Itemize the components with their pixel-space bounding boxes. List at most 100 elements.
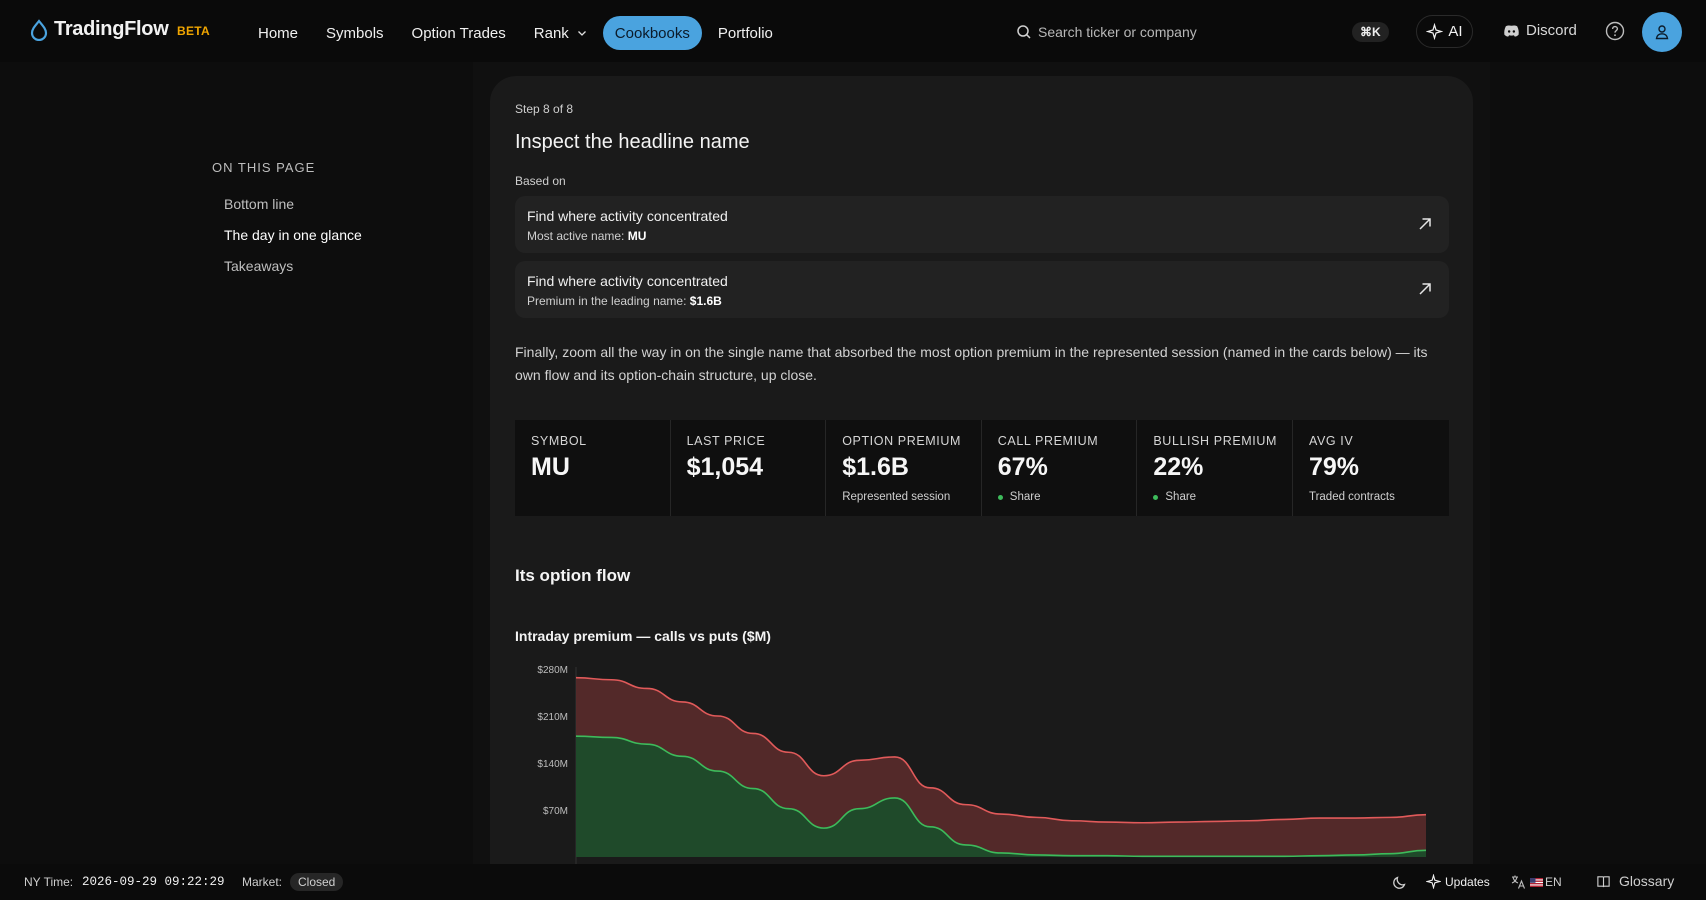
reference-detail-label: Most active name:: [527, 229, 625, 243]
user-icon: [1655, 25, 1669, 40]
chart-title: Intraday premium — calls vs puts ($M): [515, 628, 771, 644]
book-icon: [1597, 875, 1610, 887]
based-on-label: Based on: [515, 174, 566, 188]
stat-value: 67%: [997, 453, 1048, 481]
stat-sub: Share: [1153, 491, 1196, 503]
updates-button[interactable]: Updates: [1426, 874, 1490, 889]
stat-last-price: LAST PRICE $1,054: [670, 420, 827, 516]
discord-icon: [1504, 24, 1519, 37]
stat-option-premium: OPTION PREMIUM $1.6B Represented session: [826, 420, 982, 516]
stat-sub: Traded contracts: [1308, 491, 1395, 503]
search-icon: [1017, 25, 1031, 39]
toc-item-bottom-line[interactable]: Bottom line: [224, 196, 295, 212]
stat-sub-text: Share: [1165, 491, 1197, 503]
search-box[interactable]: [1016, 16, 1386, 48]
search-shortcut-badge: ⌘K: [1352, 22, 1389, 42]
y-tick-label: $70M: [543, 806, 568, 817]
discord-label: Discord: [1526, 22, 1577, 39]
brand-name: TradingFlow: [54, 18, 169, 40]
reference-detail-label: Premium in the leading name:: [527, 294, 687, 308]
stat-sub: Share: [997, 491, 1041, 503]
ny-time-value: 2026-09-29 09:22:29: [82, 875, 225, 889]
stat-label: OPTION PREMIUM: [842, 434, 962, 448]
beta-badge: BETA: [177, 24, 210, 38]
stat-value: $1,054: [686, 453, 764, 481]
nav-rank[interactable]: Rank: [522, 16, 599, 50]
ai-button[interactable]: AI: [1416, 15, 1473, 48]
stat-bullish-premium: BULLISH PREMIUM 22% Share: [1137, 420, 1293, 516]
reference-title: Find where activity concentrated: [527, 208, 728, 224]
nav-rank-label: Rank: [533, 24, 569, 42]
ny-time-label: NY Time:: [24, 875, 74, 889]
stat-sub-text: Share: [1009, 491, 1041, 503]
on-this-page-toc: ON THIS PAGE Bottom line The day in one …: [212, 160, 362, 282]
reference-detail-value: $1.6B: [689, 294, 722, 308]
toc-item-takeaways[interactable]: Takeaways: [224, 258, 294, 274]
nav-symbols[interactable]: Symbols: [326, 24, 384, 42]
ai-button-label: AI: [1448, 23, 1463, 40]
intraday-premium-chart: $280M $210M $140M $70M: [537, 665, 1427, 896]
glossary-label: Glossary: [1619, 873, 1675, 889]
user-avatar-button[interactable]: [1642, 12, 1682, 52]
top-navigation-bar: TradingFlow BETA Home Symbols Option Tra…: [0, 0, 1706, 62]
market-status-badge: Closed: [290, 873, 344, 891]
brand-logo[interactable]: TradingFlow: [28, 18, 169, 41]
help-icon[interactable]: [1605, 21, 1625, 41]
glossary-link[interactable]: Glossary: [1596, 873, 1674, 889]
chevron-down-icon: [577, 31, 586, 36]
nav-portfolio[interactable]: Portfolio: [717, 24, 773, 42]
reference-detail: Most active name: MU: [527, 229, 646, 243]
stat-value: MU: [531, 453, 570, 481]
status-dot-icon: [1153, 494, 1159, 500]
step-progress: Step 8 of 8: [515, 102, 574, 116]
stat-label: CALL PREMIUM: [997, 434, 1099, 448]
y-tick-label: $140M: [537, 759, 568, 770]
moon-theme-icon[interactable]: [1392, 874, 1408, 890]
search-input[interactable]: [1038, 24, 1338, 40]
calls-line: [575, 735, 1427, 858]
puts-line: [575, 676, 1427, 824]
toc-title: ON THIS PAGE: [212, 160, 316, 175]
step-description: Finally, zoom all the way in on the sing…: [515, 344, 1428, 383]
stat-label: LAST PRICE: [686, 434, 766, 448]
status-dot-icon: [997, 494, 1003, 500]
reference-detail-value: MU: [627, 229, 647, 243]
main-nav: Home Symbols Option Trades Rank Cookbook…: [246, 16, 789, 50]
toc-item-day-in-one-glance[interactable]: The day in one glance: [224, 227, 362, 243]
stat-value: 22%: [1153, 453, 1204, 481]
stats-strip: SYMBOL MU LAST PRICE $1,054 OPTION PREMI…: [515, 420, 1449, 516]
stat-sub: Represented session: [842, 491, 951, 503]
step-headline: Inspect the headline name: [515, 131, 750, 153]
external-link-arrow-icon: [1419, 218, 1431, 230]
stat-label: BULLISH PREMIUM: [1153, 434, 1277, 448]
reference-card-leading-premium[interactable]: Find where activity concentrated Premium…: [515, 261, 1449, 318]
step-card: Step 8 of 8 Inspect the headline name Ba…: [490, 76, 1473, 896]
option-flow-heading: Its option flow: [515, 566, 631, 585]
nav-option-trades[interactable]: Option Trades: [411, 24, 506, 42]
status-bar: NY Time: 2026-09-29 09:22:29 Market: Clo…: [0, 864, 1706, 900]
translate-icon: [1511, 875, 1526, 889]
calls-area: [576, 736, 1426, 857]
nav-home[interactable]: Home: [258, 24, 299, 42]
stat-value: $1.6B: [842, 453, 909, 481]
stat-avg-iv: AVG IV 79% Traded contracts: [1292, 420, 1449, 516]
language-label: EN: [1545, 875, 1562, 889]
updates-label: Updates: [1445, 874, 1490, 889]
sparkle-icon: [1426, 874, 1441, 889]
y-tick-label: $280M: [537, 665, 568, 676]
y-tick-label: $210M: [537, 712, 568, 723]
us-flag-icon: [1530, 877, 1543, 887]
market-label: Market:: [242, 875, 283, 889]
reference-title: Find where activity concentrated: [527, 273, 728, 289]
reference-card-most-active[interactable]: Find where activity concentrated Most ac…: [515, 196, 1449, 253]
stat-symbol: SYMBOL MU: [515, 420, 671, 516]
stat-label: SYMBOL: [531, 434, 587, 448]
stat-call-premium: CALL PREMIUM 67% Share: [981, 420, 1138, 516]
reference-detail: Premium in the leading name: $1.6B: [527, 294, 722, 308]
discord-link[interactable]: Discord: [1503, 22, 1577, 39]
sparkle-icon: [1426, 23, 1444, 40]
language-selector[interactable]: EN: [1510, 874, 1562, 890]
nav-cookbooks[interactable]: Cookbooks: [602, 16, 702, 50]
stat-value: 79%: [1308, 453, 1360, 481]
external-link-arrow-icon: [1419, 283, 1431, 295]
